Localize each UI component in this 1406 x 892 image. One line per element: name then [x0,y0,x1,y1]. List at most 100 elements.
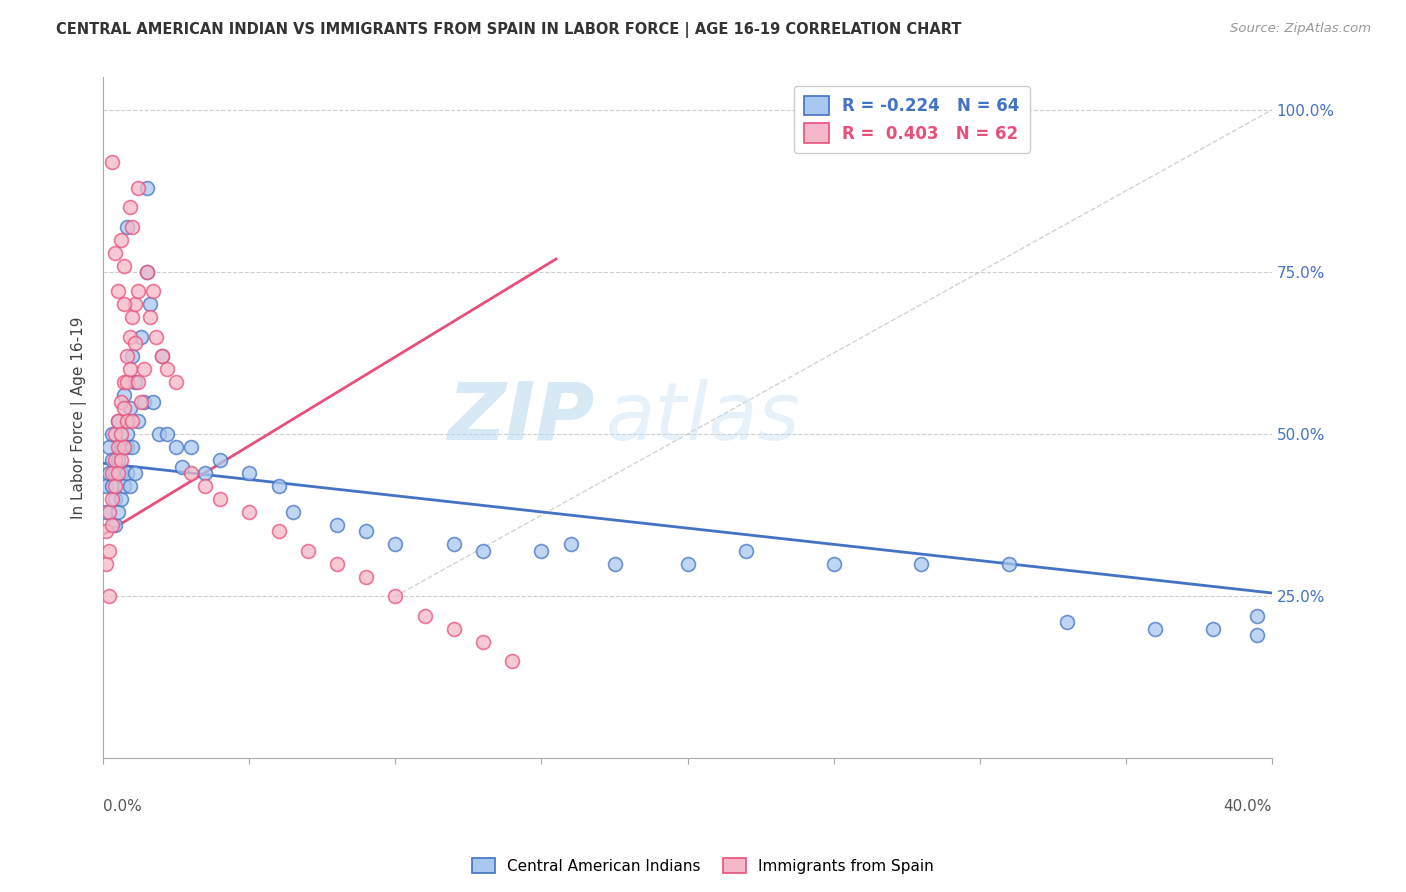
Point [104,491,127,506]
Point [267,524,290,539]
Point [150,349,173,363]
Point [112,376,135,390]
Point [110,427,132,442]
Point [121,440,143,454]
Point [1202,622,1225,636]
Point [115,376,138,390]
Point [118,330,141,344]
Point [134,362,156,376]
Point [104,453,127,467]
Point [910,557,932,571]
Text: 40.0%: 40.0% [1223,799,1272,814]
Point [472,544,495,558]
Point [94,524,117,539]
Point [104,245,127,260]
Point [107,466,129,480]
Point [443,537,465,551]
Point [127,414,149,428]
Point [165,376,187,390]
Point [823,557,845,571]
Point [107,440,129,454]
Point [110,491,132,506]
Point [156,362,179,376]
Point [94,479,117,493]
Point [1246,628,1268,642]
Point [142,285,165,299]
Point [115,349,138,363]
Point [121,310,143,325]
Text: CENTRAL AMERICAN INDIAN VS IMMIGRANTS FROM SPAIN IN LABOR FORCE | AGE 16-19 CORR: CENTRAL AMERICAN INDIAN VS IMMIGRANTS FR… [56,22,962,38]
Point [209,453,232,467]
Point [267,479,290,493]
Point [124,297,146,311]
Point [194,466,217,480]
Point [127,180,149,194]
Point [603,557,626,571]
Point [104,517,127,532]
Point [118,362,141,376]
Point [413,608,436,623]
Point [98,505,121,519]
Point [326,517,349,532]
Point [121,414,143,428]
Point [139,310,162,325]
Point [104,427,127,442]
Point [101,479,124,493]
Point [110,466,132,480]
Point [110,233,132,247]
Point [101,491,124,506]
Point [94,557,117,571]
Point [136,180,159,194]
Point [354,524,377,539]
Point [139,297,162,311]
Point [148,427,170,442]
Point [98,440,121,454]
Point [384,589,406,603]
Point [180,466,202,480]
Point [115,440,138,454]
Point [530,544,553,558]
Point [238,466,260,480]
Point [118,401,141,416]
Y-axis label: In Labor Force | Age 16-19: In Labor Force | Age 16-19 [72,317,87,519]
Point [115,414,138,428]
Point [676,557,699,571]
Point [172,459,194,474]
Point [107,285,129,299]
Point [150,349,173,363]
Point [238,505,260,519]
Point [121,219,143,234]
Point [101,466,124,480]
Point [998,557,1021,571]
Point [110,453,132,467]
Point [297,544,319,558]
Point [101,154,124,169]
Point [101,427,124,442]
Point [560,537,582,551]
Point [104,466,127,480]
Point [94,505,117,519]
Point [1144,622,1167,636]
Point [112,401,135,416]
Point [136,265,159,279]
Point [129,330,152,344]
Point [156,427,179,442]
Point [209,491,232,506]
Point [112,440,135,454]
Text: ZIP: ZIP [447,379,595,457]
Point [98,544,121,558]
Text: 0.0%: 0.0% [103,799,142,814]
Point [98,589,121,603]
Point [142,394,165,409]
Point [136,265,159,279]
Point [98,466,121,480]
Point [124,466,146,480]
Point [384,537,406,551]
Point [107,505,129,519]
Point [110,440,132,454]
Point [1246,608,1268,623]
Point [121,349,143,363]
Point [101,453,124,467]
Point [1056,615,1078,629]
Point [735,544,758,558]
